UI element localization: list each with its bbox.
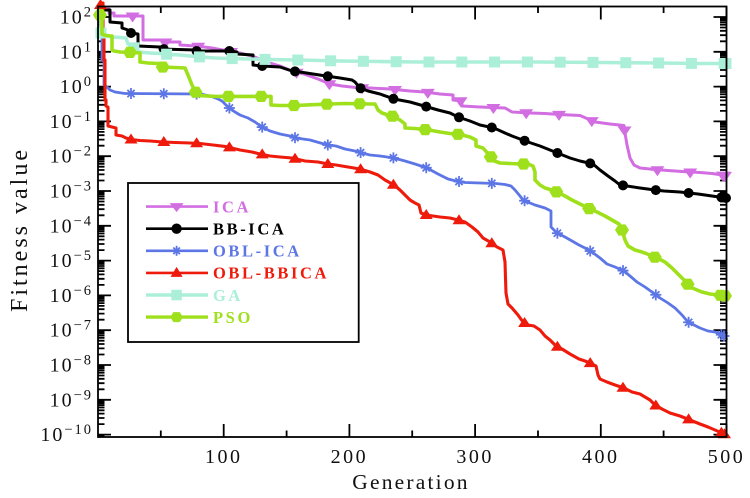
svg-text:OBL-ICA: OBL-ICA xyxy=(213,242,302,261)
svg-text:Fitness value: Fitness value xyxy=(7,147,33,312)
svg-text:10−3: 10−3 xyxy=(50,179,93,203)
svg-text:300: 300 xyxy=(456,446,494,468)
svg-text:200: 200 xyxy=(331,446,369,468)
svg-text:Generation: Generation xyxy=(352,470,470,494)
svg-text:10−6: 10−6 xyxy=(50,283,93,307)
svg-text:ICA: ICA xyxy=(213,197,251,216)
svg-text:10−2: 10−2 xyxy=(50,144,93,168)
svg-text:10−5: 10−5 xyxy=(50,248,93,272)
svg-text:500: 500 xyxy=(708,446,746,468)
svg-text:BB-ICA: BB-ICA xyxy=(213,220,286,239)
svg-text:GA: GA xyxy=(213,286,243,305)
svg-text:PSO: PSO xyxy=(213,308,253,327)
svg-text:OBL-BBICA: OBL-BBICA xyxy=(213,264,329,283)
svg-text:100: 100 xyxy=(205,446,243,468)
svg-text:400: 400 xyxy=(582,446,620,468)
